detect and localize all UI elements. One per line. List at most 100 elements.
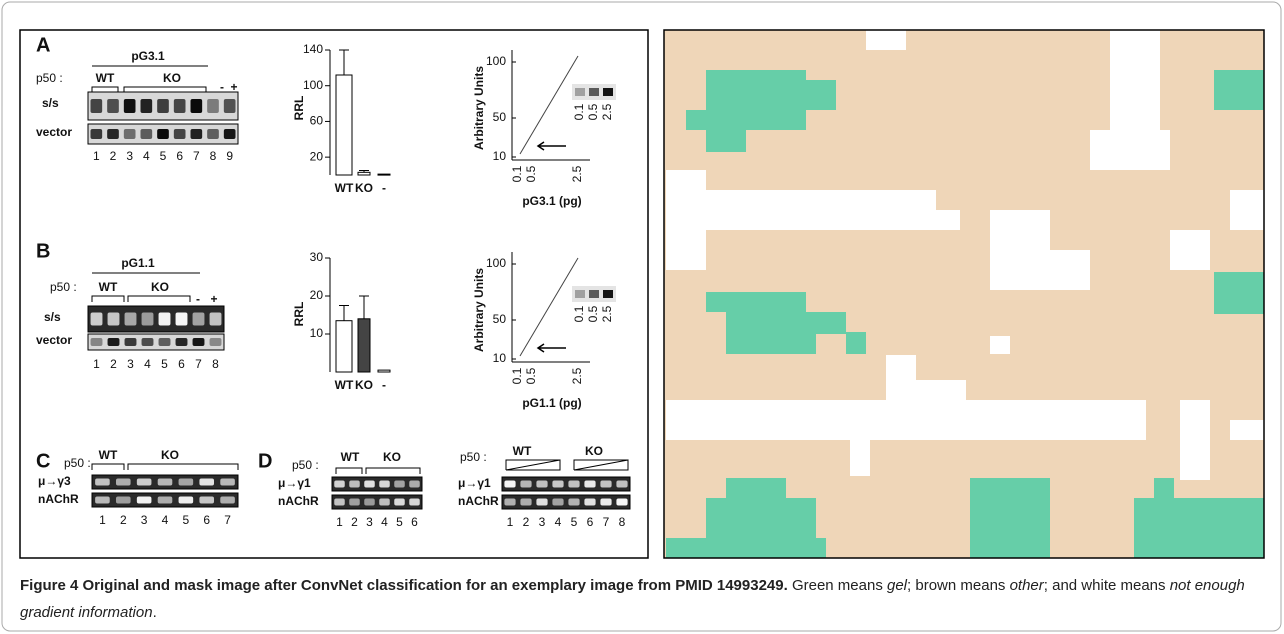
lane-number: 4	[162, 513, 169, 527]
gel-band	[115, 496, 131, 504]
x-tick-label: 2.5	[570, 165, 584, 182]
gel-band	[334, 480, 345, 488]
gel-band	[90, 312, 103, 326]
gel-band	[136, 478, 152, 486]
no-gradient-region	[1170, 230, 1210, 270]
caption-term: other	[1009, 577, 1044, 594]
caption-title: Figure 4 Original and mask image after C…	[20, 577, 788, 594]
row-label: s/s	[42, 96, 59, 110]
gel-band	[157, 129, 169, 139]
bar	[377, 369, 391, 373]
gel-band	[107, 338, 120, 346]
x-tick-label: 2.5	[570, 367, 584, 384]
bar	[335, 320, 353, 373]
wt-label: WT	[99, 448, 118, 462]
y-tick-label: 100	[486, 256, 506, 270]
gel-band	[124, 338, 137, 346]
bar	[377, 173, 391, 176]
bar	[335, 74, 353, 176]
gel-band	[603, 290, 613, 298]
x-tick-label: -	[382, 378, 386, 392]
inset-label: 0.1	[572, 305, 586, 322]
caption-text: ; and white means	[1043, 577, 1170, 594]
row-label: nAChR	[458, 494, 499, 508]
gel-band	[409, 480, 420, 488]
lane-number: 3	[366, 515, 373, 529]
gel-band	[192, 312, 205, 326]
error-bar	[339, 49, 349, 75]
gel-band	[616, 480, 628, 488]
mask-image-frame	[663, 29, 1265, 559]
gel-region	[1214, 70, 1264, 110]
gel-band	[158, 312, 171, 326]
row-label: μ→γ1	[458, 476, 491, 490]
dilution-wedge	[505, 459, 629, 471]
lane-number: 3	[127, 357, 134, 371]
wt-label: WT	[96, 71, 115, 85]
gel-band	[575, 88, 585, 96]
x-tick-label: WT	[335, 181, 354, 195]
lane-number: 5	[183, 513, 190, 527]
gel-band	[175, 338, 188, 346]
row-label: μ→γ1	[278, 476, 311, 490]
gel-band	[173, 129, 186, 139]
construct-label: pG3.1	[131, 49, 165, 63]
p50-label: p50 :	[460, 450, 487, 464]
caption-text: ; brown means	[907, 577, 1010, 594]
gel	[331, 476, 423, 492]
p50-label: p50 :	[292, 458, 319, 472]
gel	[501, 494, 631, 510]
gel-region	[726, 312, 816, 354]
gel-band	[616, 498, 628, 506]
gel-band	[364, 480, 375, 488]
gel-band	[349, 480, 360, 488]
gel-band	[349, 498, 360, 506]
gel-region	[1134, 498, 1264, 558]
no-gradient-region	[666, 190, 936, 230]
gel-band	[334, 498, 345, 506]
gel-band	[190, 99, 203, 113]
gel-band	[124, 312, 137, 326]
x-tick-label: KO	[355, 378, 373, 392]
gel-band	[379, 480, 390, 488]
lane-number: 2	[120, 513, 127, 527]
gel-band	[207, 99, 219, 113]
x-tick-label: 0.5	[524, 367, 538, 384]
ko-label: KO	[151, 280, 169, 294]
lane-number: 3	[141, 513, 148, 527]
gel-band	[568, 480, 580, 488]
gel-band	[600, 498, 612, 506]
x-tick-label: KO	[355, 181, 373, 195]
gel-region	[806, 80, 836, 110]
gel-band	[95, 496, 110, 504]
gel-region	[846, 332, 866, 354]
standard-curve	[519, 55, 579, 155]
lane-number: 1	[507, 515, 514, 529]
bracket	[91, 463, 239, 470]
gel-band	[158, 338, 171, 346]
gel-band	[600, 480, 612, 488]
lane-number: 4	[143, 149, 150, 163]
lane-number: 7	[603, 515, 610, 529]
gel-band	[141, 338, 154, 346]
gel-band	[209, 312, 222, 326]
lane-number: 9	[226, 149, 233, 163]
gel-band	[90, 129, 103, 139]
arrow	[536, 343, 566, 353]
lane-number: 2	[351, 515, 358, 529]
gel-band	[220, 496, 235, 504]
no-gradient-region	[1090, 130, 1170, 170]
bar	[357, 318, 371, 373]
gel	[501, 476, 631, 492]
panel-letter: B	[36, 240, 50, 262]
gel-band	[107, 99, 119, 113]
row-label: s/s	[44, 310, 61, 324]
lane-number: 3	[126, 149, 133, 163]
gel-band	[379, 498, 390, 506]
gel-band	[220, 478, 235, 486]
gel-band	[589, 290, 599, 298]
gel-band	[603, 88, 613, 96]
gel-region	[706, 130, 746, 152]
gel-band	[123, 129, 136, 139]
